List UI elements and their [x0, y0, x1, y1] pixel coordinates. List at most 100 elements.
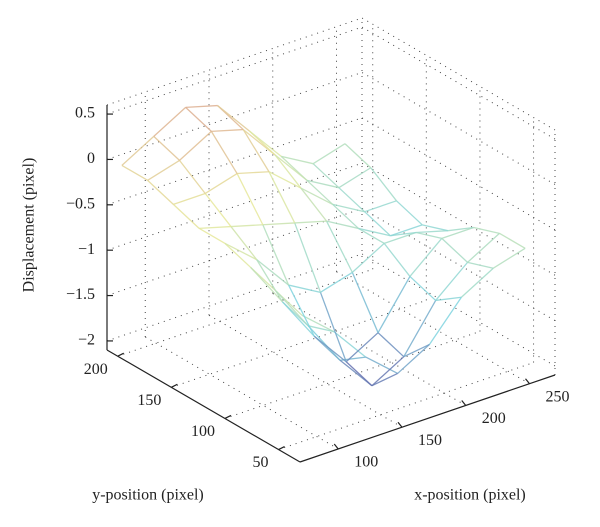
mesh-segment: [204, 172, 238, 195]
mesh-segment: [467, 232, 500, 263]
z-axis-label: Displacement (pixel): [21, 158, 38, 293]
mesh-segment: [312, 143, 346, 165]
box-edge: [361, 17, 556, 131]
grid-line: [106, 71, 363, 160]
x-axis: [299, 374, 556, 463]
mesh-segment: [441, 226, 474, 239]
grid-line: [106, 253, 363, 342]
mesh-segment: [256, 259, 289, 286]
mesh-segment: [358, 227, 385, 244]
mesh-segment: [403, 300, 437, 358]
mesh-segment: [300, 187, 328, 222]
mesh-segment: [365, 356, 398, 375]
mesh-segment: [344, 143, 372, 169]
y-tick: [171, 383, 178, 388]
mesh-segment: [204, 193, 232, 227]
mesh-segment: [248, 130, 282, 157]
grid-line: [361, 162, 556, 276]
z-tick-label: 0: [87, 150, 95, 167]
mesh-segment: [281, 301, 315, 337]
mesh-segment: [390, 224, 423, 237]
mesh-segment: [390, 231, 417, 237]
mesh-segment: [237, 171, 270, 175]
mesh-segment: [467, 261, 494, 269]
mesh-segment: [172, 203, 200, 229]
mesh-segment: [397, 343, 430, 374]
mesh-segment: [224, 242, 252, 268]
mesh-segment: [338, 167, 372, 189]
mesh-segment: [230, 226, 258, 261]
y-tick-label: 200: [84, 361, 108, 378]
mesh-segment: [345, 332, 379, 363]
mesh-segment: [262, 224, 290, 286]
mesh-segment: [371, 356, 405, 387]
y-axis: [106, 349, 301, 463]
mesh-segment: [312, 163, 340, 189]
z-tick-label: 0.5: [75, 105, 95, 122]
mesh-segment: [460, 267, 494, 298]
mesh-segment: [217, 105, 250, 132]
mesh-segment: [121, 164, 148, 181]
x-tick-label: 100: [354, 454, 378, 471]
mesh-segment: [441, 237, 468, 263]
grid-line: [361, 72, 556, 185]
mesh-segment: [364, 200, 397, 213]
mesh-segment: [416, 230, 448, 234]
x-tick-label: 200: [482, 410, 506, 427]
mesh-segment: [358, 227, 391, 237]
y-tick-label: 50: [253, 454, 269, 471]
grid-line: [144, 336, 339, 450]
mesh-segment: [153, 135, 180, 161]
x-axis-label: x-position (pixel): [414, 487, 526, 504]
mesh-segment: [256, 259, 283, 303]
mesh-segment: [371, 372, 398, 387]
mesh-segment: [281, 155, 314, 165]
mesh-segment: [300, 187, 334, 206]
grid-line: [208, 314, 403, 428]
y-tick: [278, 446, 285, 451]
y-tick: [117, 352, 124, 357]
mesh-segment: [242, 129, 270, 173]
y-tick: [224, 414, 232, 419]
mesh-segment: [268, 171, 302, 189]
y-tick-label: 150: [137, 392, 161, 409]
mesh-segment: [280, 155, 308, 181]
mesh-segment: [383, 231, 417, 244]
mesh-segment: [153, 106, 187, 137]
mesh-segment: [377, 276, 411, 334]
mesh-segment: [199, 225, 232, 230]
mesh-segment: [306, 179, 334, 205]
grid-line: [361, 117, 556, 231]
z-tick-label: −1: [78, 241, 95, 258]
mesh-segment: [268, 171, 296, 224]
z-tick-label: −0.5: [66, 195, 95, 212]
mesh-segment: [306, 179, 340, 189]
mesh-segment: [319, 292, 347, 362]
mesh-segment: [287, 284, 315, 337]
mesh-segment: [351, 272, 379, 333]
mesh-segment: [492, 247, 526, 269]
mesh-segment: [211, 128, 244, 133]
grid-line: [224, 330, 481, 419]
grid-line: [361, 208, 556, 321]
box-edge: [106, 17, 363, 106]
mesh-segment: [294, 222, 322, 293]
mesh-segment: [236, 173, 264, 226]
mesh-segment: [185, 106, 212, 132]
mesh-segment: [326, 220, 353, 273]
y-tick-label: 100: [191, 423, 215, 440]
mesh-segment: [198, 227, 226, 244]
mesh-segment: [332, 203, 359, 229]
mesh-segment: [147, 159, 180, 181]
mesh-segment: [499, 232, 526, 249]
mesh-segment: [230, 224, 263, 228]
mesh-segment: [301, 314, 335, 333]
mesh-segment: [383, 242, 411, 277]
mesh-segment: [179, 130, 212, 161]
mesh-segment: [274, 154, 302, 189]
x-tick-label: 150: [418, 432, 442, 449]
mesh-segment: [435, 296, 462, 302]
x-tick: [461, 400, 467, 406]
mesh-segment: [173, 192, 206, 205]
mesh-segment: [333, 331, 367, 358]
